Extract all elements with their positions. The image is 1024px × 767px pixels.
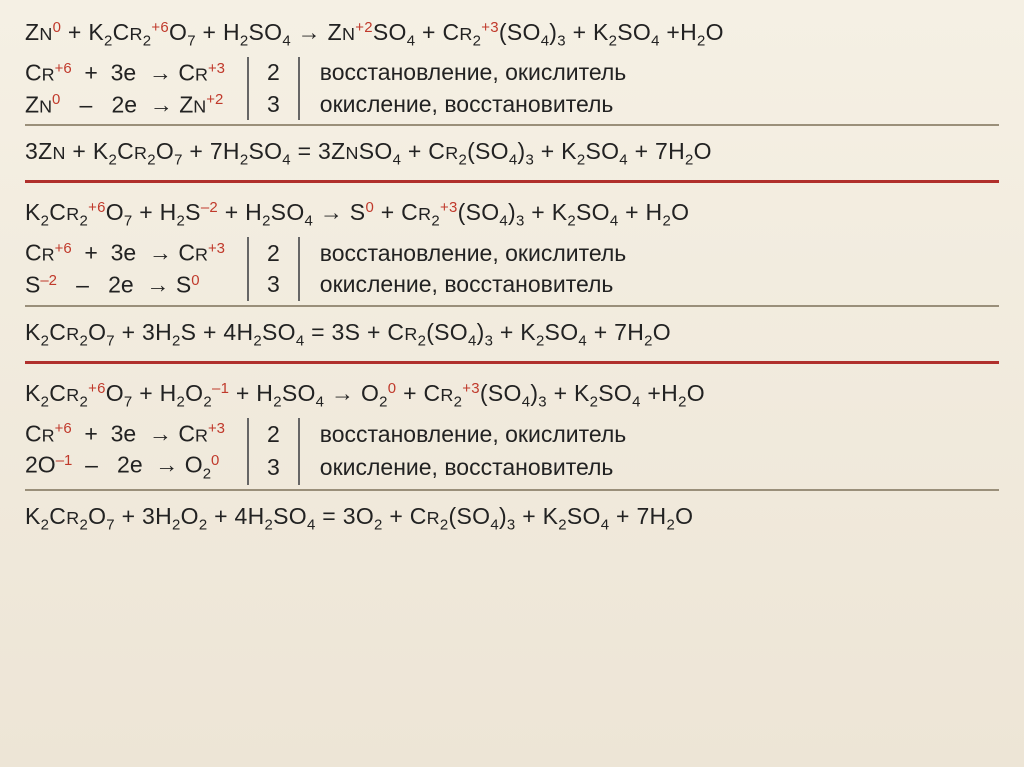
half-reactions-col: CR+6 + 3e → CR+3 2O–1 – 2e → O20 [25, 418, 249, 485]
divider-thin [25, 489, 999, 491]
half-reactions-table: CR+6 + 3e → CR+3 S–2 – 2e → S0 2 3 восст… [25, 237, 999, 300]
balanced-equation: 3ZN + K2CR2O7 + 7H2SO4 = 3ZNSO4 + CR2(SO… [25, 134, 999, 172]
unbalanced-equation: K2CR2+6O7 + H2O2–1 + H2SO4 → O20 + CR2+3… [25, 376, 999, 414]
balanced-equation: K2CR2O7 + 3H2O2 + 4H2SO4 = 3O2 + CR2(SO4… [25, 499, 999, 537]
multiplier-2: 3 [267, 452, 280, 483]
divider-thin [25, 305, 999, 307]
multiplier-col: 2 3 [249, 57, 300, 120]
divider-thick [25, 361, 999, 364]
half-reactions-col: CR+6 + 3e → CR+3 S–2 – 2e → S0 [25, 237, 249, 300]
multiplier-col: 2 3 [249, 418, 300, 485]
eq-text: K2CR2+6O7 + H2S–2 + H2SO4 → S0 + CR2+3(S… [25, 199, 689, 225]
reaction-section-2: K2CR2+6O7 + H2S–2 + H2SO4 → S0 + CR2+3(S… [25, 195, 999, 352]
label-col: восстановление, окислитель окисление, во… [300, 418, 627, 485]
multiplier-1: 2 [267, 419, 280, 450]
half-reactions-table: CR+6 + 3e → CR+3 ZN0 – 2e → ZN+2 2 3 вос… [25, 57, 999, 120]
half-reaction-oxidation: ZN0 – 2e → ZN+2 [25, 89, 225, 121]
multiplier-2: 3 [267, 269, 280, 300]
label-oxidation: окисление, восстановитель [320, 269, 627, 300]
balanced-equation: K2CR2O7 + 3H2S + 4H2SO4 = 3S + CR2(SO4)3… [25, 315, 999, 353]
label-oxidation: окисление, восстановитель [320, 89, 627, 120]
half-reactions-table: CR+6 + 3e → CR+3 2O–1 – 2e → O20 2 3 вос… [25, 418, 999, 485]
multiplier-col: 2 3 [249, 237, 300, 300]
label-col: восстановление, окислитель окисление, во… [300, 57, 627, 120]
reaction-section-3: K2CR2+6O7 + H2O2–1 + H2SO4 → O20 + CR2+3… [25, 376, 999, 537]
multiplier-1: 2 [267, 57, 280, 88]
divider-thick [25, 180, 999, 183]
balanced-text: K2CR2O7 + 3H2S + 4H2SO4 = 3S + CR2(SO4)3… [25, 319, 671, 345]
balanced-text: K2CR2O7 + 3H2O2 + 4H2SO4 = 3O2 + CR2(SO4… [25, 503, 693, 529]
multiplier-1: 2 [267, 238, 280, 269]
unbalanced-equation: ZN0 + K2CR2+6O7 + H2SO4 → ZN+2SO4 + CR2+… [25, 15, 999, 53]
divider-thin [25, 124, 999, 126]
half-reaction-reduction: CR+6 + 3e → CR+3 [25, 418, 225, 450]
half-reaction-oxidation: 2O–1 – 2e → O20 [25, 449, 225, 484]
balanced-text: 3ZN + K2CR2O7 + 7H2SO4 = 3ZNSO4 + CR2(SO… [25, 138, 712, 164]
eq-text: K2CR2+6O7 + H2O2–1 + H2SO4 → O20 + CR2+3… [25, 380, 705, 406]
multiplier-2: 3 [267, 89, 280, 120]
half-reactions-col: CR+6 + 3e → CR+3 ZN0 – 2e → ZN+2 [25, 57, 249, 120]
half-reaction-reduction: CR+6 + 3e → CR+3 [25, 237, 225, 269]
label-oxidation: окисление, восстановитель [320, 452, 627, 483]
unbalanced-equation: K2CR2+6O7 + H2S–2 + H2SO4 → S0 + CR2+3(S… [25, 195, 999, 233]
label-reduction: восстановление, окислитель [320, 57, 627, 88]
half-reaction-oxidation: S–2 – 2e → S0 [25, 269, 225, 301]
label-reduction: восстановление, окислитель [320, 419, 627, 450]
eq-text: ZN0 + K2CR2+6O7 + H2SO4 → ZN+2SO4 + CR2+… [25, 19, 724, 45]
half-reaction-reduction: CR+6 + 3e → CR+3 [25, 57, 225, 89]
reaction-section-1: ZN0 + K2CR2+6O7 + H2SO4 → ZN+2SO4 + CR2+… [25, 15, 999, 172]
label-reduction: восстановление, окислитель [320, 238, 627, 269]
label-col: восстановление, окислитель окисление, во… [300, 237, 627, 300]
